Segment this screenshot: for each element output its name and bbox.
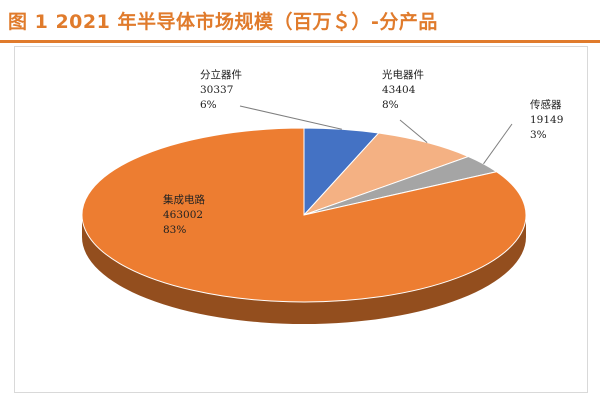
slice-label-percent-1: 8% [382, 99, 399, 111]
slice-label-value-2: 19149 [530, 114, 563, 126]
slice-label-percent-0: 6% [200, 99, 217, 111]
title-bar: 图 1 2021 年半导体市场规模（百万＄）-分产品 [0, 0, 600, 43]
data-label-3: 集成电路 463002 83% [163, 193, 205, 236]
leader-line-2 [483, 123, 513, 165]
slice-label-value-0: 30337 [200, 84, 233, 96]
leader-line-1 [399, 119, 428, 144]
slice-label-value-3: 463002 [163, 209, 203, 221]
data-label-0: 分立器件 30337 6% [200, 68, 242, 111]
slice-label-value-1: 43404 [382, 84, 416, 96]
title-rule [0, 40, 600, 43]
slice-label-percent-2: 3% [530, 129, 547, 141]
chart-title: 图 1 2021 年半导体市场规模（百万＄）-分产品 [8, 11, 438, 33]
pie-side-3 [82, 215, 526, 324]
slice-label-name-2: 传感器 [530, 98, 562, 111]
data-label-1: 光电器件 43404 8% [382, 68, 424, 111]
slice-label-name-0: 分立器件 [200, 68, 242, 81]
leader-line-0 [239, 105, 342, 130]
pie-slice-3 [81, 127, 527, 303]
slice-label-name-1: 光电器件 [382, 68, 424, 81]
slice-label-name-3: 集成电路 [163, 193, 205, 206]
data-label-2: 传感器 19149 3% [530, 98, 563, 141]
slice-label-percent-3: 83% [163, 224, 186, 236]
